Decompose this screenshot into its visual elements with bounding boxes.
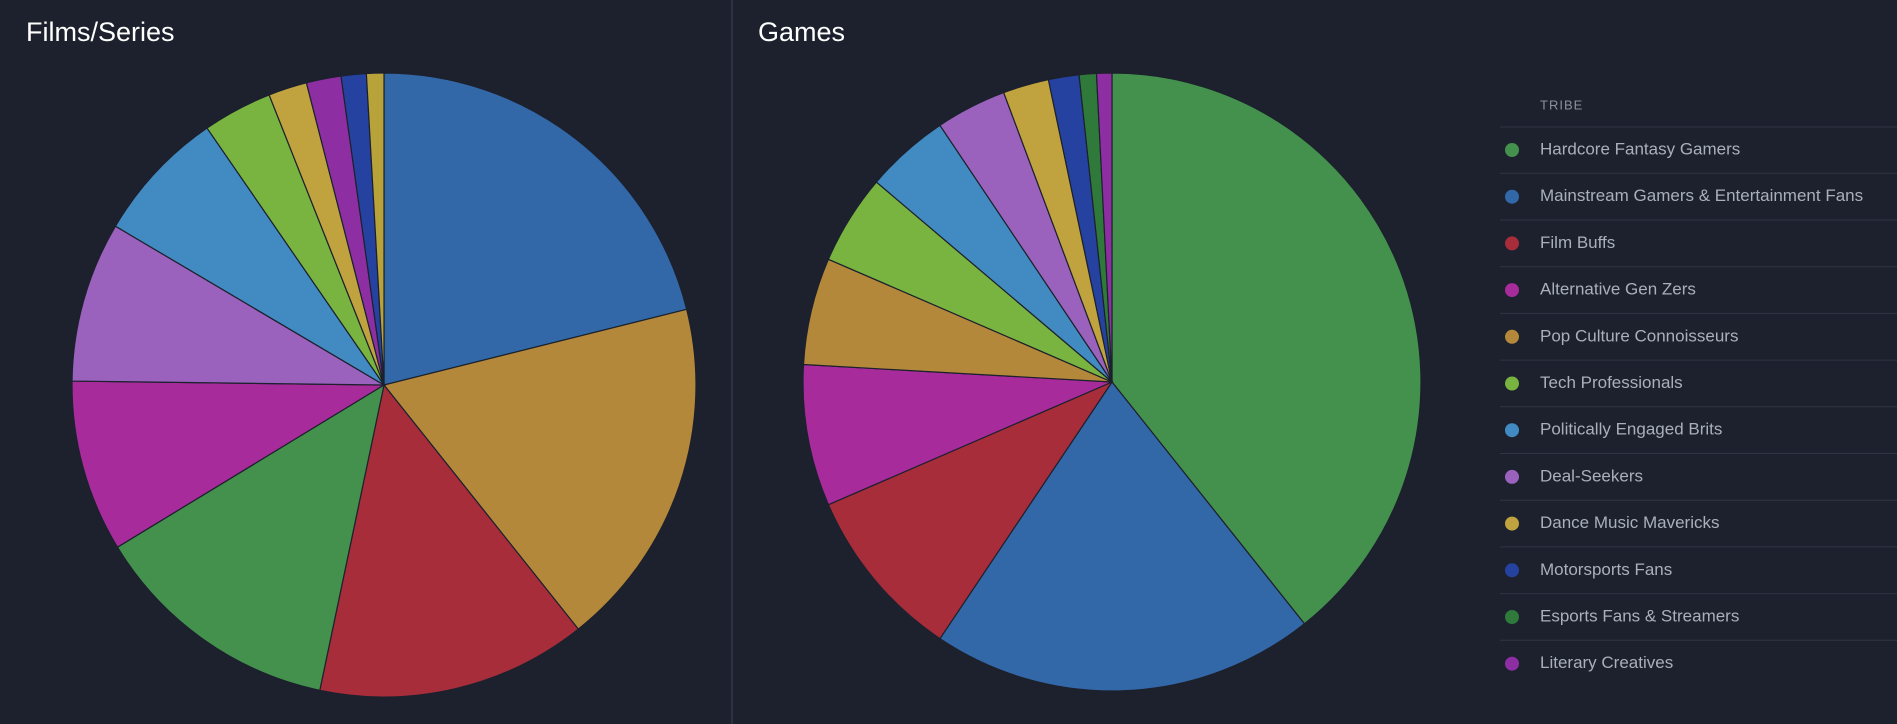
pie-slice	[383, 72, 688, 386]
legend-swatch	[1505, 236, 1519, 251]
pie-slice	[382, 308, 697, 630]
legend-swatch	[1505, 189, 1519, 204]
legend-swatch	[1505, 283, 1519, 298]
legend-swatch	[1505, 376, 1519, 391]
pie-slice	[114, 127, 385, 386]
pie-slice	[1095, 72, 1113, 383]
legend-label: Hardcore Fantasy Gamers	[1540, 139, 1740, 158]
chart-title: Films/Series	[26, 17, 175, 47]
legend-label: Dance Music Mavericks	[1540, 513, 1720, 532]
legend-swatch	[1505, 610, 1519, 624]
chart-title: Games	[758, 17, 845, 47]
legend-swatch	[1505, 516, 1519, 531]
pie-slice	[319, 383, 580, 698]
pie-slice	[116, 383, 385, 692]
pie-slice	[71, 380, 387, 549]
pie-slice	[827, 380, 1114, 640]
legend-swatch	[1505, 563, 1519, 578]
legend-label: Deal-Seekers	[1540, 466, 1643, 485]
legend-label: Film Buffs	[1540, 233, 1615, 252]
legend-label: Tech Professionals	[1540, 373, 1683, 392]
pie-slice	[802, 363, 1113, 506]
legend-title: TRIBE	[1540, 97, 1583, 112]
pie-slice	[939, 380, 1306, 692]
legend-label: Politically Engaged Brits	[1540, 420, 1722, 439]
pie-slice	[71, 225, 387, 386]
legend-label: Pop Culture Connoisseurs	[1540, 326, 1738, 345]
legend-swatch	[1505, 469, 1519, 484]
pie-slice	[365, 72, 385, 386]
legend-swatch	[1505, 329, 1519, 344]
legend-swatch	[1505, 423, 1519, 438]
legend-label: Mainstream Gamers & Entertainment Fans	[1540, 186, 1863, 205]
legend-label: Esports Fans & Streamers	[1540, 606, 1739, 625]
legend-label: Literary Creatives	[1540, 653, 1673, 672]
legend-label: Motorsports Fans	[1540, 560, 1672, 579]
pie-slice	[1111, 72, 1422, 625]
legend-label: Alternative Gen Zers	[1540, 280, 1696, 299]
legend-swatch	[1505, 143, 1519, 157]
legend-swatch	[1505, 656, 1519, 671]
